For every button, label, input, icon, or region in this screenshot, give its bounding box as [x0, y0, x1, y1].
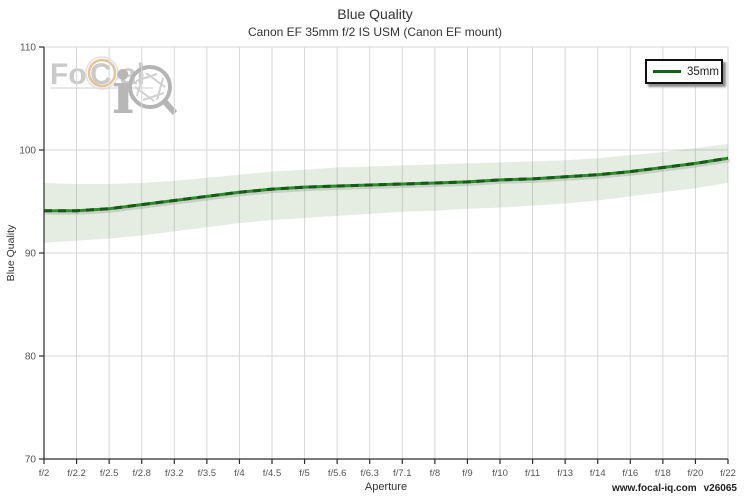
x-tick-label: f/10 — [492, 468, 508, 479]
watermark-text-fo: Fo — [50, 58, 87, 91]
x-tick-label: f/4 — [234, 468, 245, 479]
watermark-text-i: i — [112, 59, 134, 127]
x-tick-label: f/22 — [720, 468, 736, 479]
x-tick-label: f/20 — [687, 468, 703, 479]
x-tick-label: f/2 — [39, 468, 50, 479]
x-tick-label: f/3.2 — [165, 468, 184, 479]
y-tick-label: 90 — [25, 249, 37, 260]
x-tick-label: f/13 — [557, 468, 573, 479]
y-axis-title: Blue Quality — [5, 224, 17, 282]
x-tick-label: f/6.3 — [360, 468, 379, 479]
x-tick-label: f/18 — [655, 468, 671, 479]
watermark-magnifier-handle — [162, 99, 178, 116]
confidence-band — [44, 143, 728, 243]
x-tick-label: f/14 — [590, 468, 606, 479]
y-tick-label: 100 — [19, 146, 36, 157]
y-tick-label: 80 — [25, 352, 37, 363]
y-tick-label: 70 — [25, 455, 37, 466]
series-line-35mm-texture — [44, 156, 729, 213]
x-tick-label: f/8 — [430, 468, 441, 479]
x-tick-label: f/2.2 — [67, 468, 86, 479]
watermark-aperture-ring — [87, 58, 117, 88]
x-tick-label: f/4.5 — [263, 468, 282, 479]
chart-title: Blue Quality — [337, 6, 413, 22]
footer-site-url: www.focal-iq.com — [611, 483, 697, 494]
x-tick-label: f/2.8 — [132, 468, 151, 479]
x-tick-label: f/3.5 — [198, 468, 217, 479]
x-tick-label: f/5.6 — [328, 468, 347, 479]
x-axis-title: Aperture — [364, 481, 408, 493]
x-tick-label: f/7.1 — [393, 468, 412, 479]
x-tick-label: f/16 — [622, 468, 638, 479]
x-tick-label: f/11 — [525, 468, 540, 479]
x-tick-label: f/2.5 — [100, 468, 119, 479]
chart-subtitle: Canon EF 35mm f/2 IS USM (Canon EF mount… — [247, 25, 503, 39]
watermark-magnifier-lens — [128, 65, 172, 109]
legend-box: 35mm — [645, 59, 723, 84]
x-tick-label: f/9 — [462, 468, 473, 479]
watermark-text-c: C — [90, 58, 112, 91]
legend-line-swatch — [653, 70, 681, 73]
footer-branding: www.focal-iq.com v26065 — [612, 483, 737, 494]
x-tick-label: f/5 — [299, 468, 310, 479]
series-line-shadow — [45, 159, 730, 215]
footer-version: v26065 — [703, 483, 737, 494]
legend-series-label: 35mm — [687, 65, 719, 78]
y-tick-label: 110 — [20, 43, 36, 54]
